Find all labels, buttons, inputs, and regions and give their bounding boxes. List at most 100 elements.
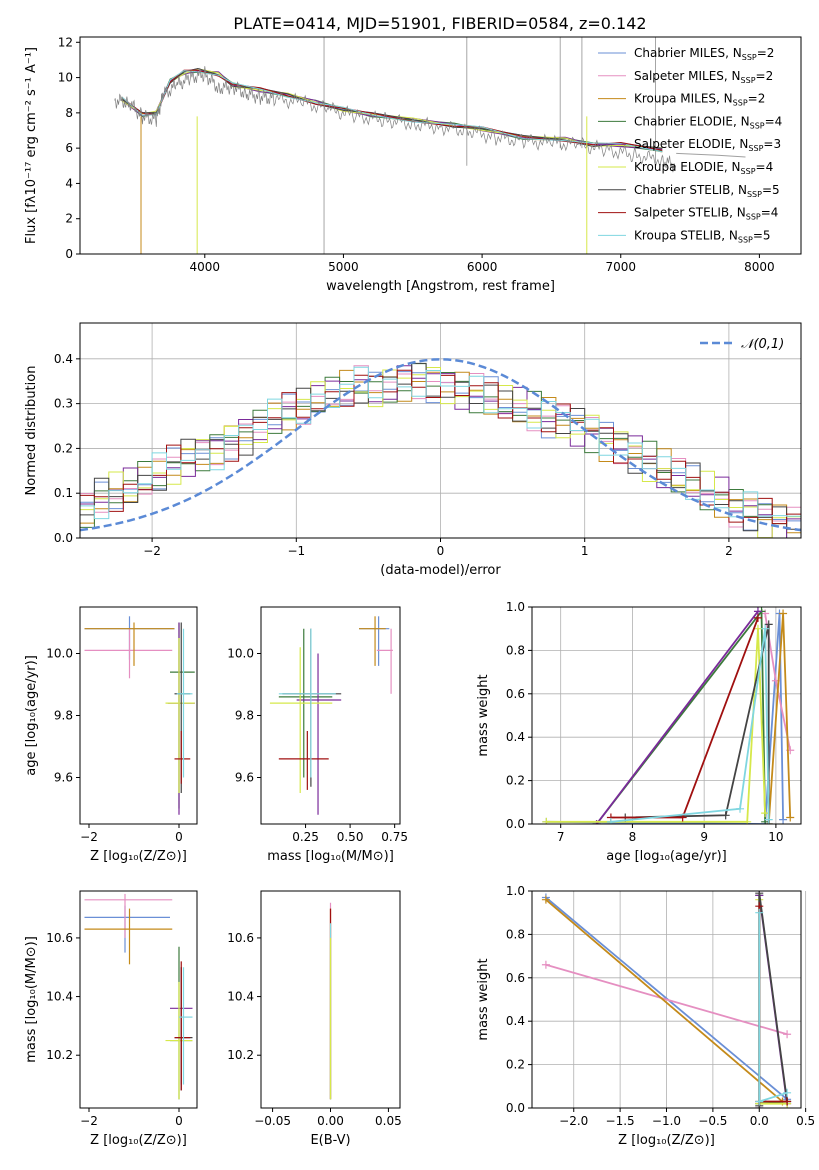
legend-entry-label: Salpeter MILES, NSSP=2 bbox=[634, 69, 773, 85]
mass-vs-EBV-axes: −0.05 0.00 0.05 10.2 10.4 10.6 E(B-V) bbox=[227, 931, 401, 1148]
residual-histogram-line bbox=[80, 366, 801, 520]
y-axis-label: Normed distribution bbox=[24, 366, 39, 496]
mass-weight-point bbox=[779, 815, 788, 824]
x-tick-label: 6000 bbox=[467, 260, 498, 274]
y-tick-label: 8 bbox=[65, 106, 73, 120]
y-axis-label: mass weight bbox=[476, 958, 491, 1040]
model-spectrum-line bbox=[121, 71, 663, 152]
x-tick-label: 5000 bbox=[328, 260, 359, 274]
weight-vs-Z-frame bbox=[531, 890, 802, 1109]
mass-weight-line bbox=[545, 899, 783, 1103]
age-vs-mass-frame bbox=[260, 606, 401, 825]
y-tick-label: 10.2 bbox=[46, 1048, 73, 1062]
mass-weight-point bbox=[783, 1097, 792, 1106]
mass-weight-point bbox=[753, 613, 762, 622]
legend-entry-label: Chabrier MILES, NSSP=2 bbox=[634, 46, 774, 62]
legend-entry-label: Kroupa MILES, NSSP=2 bbox=[634, 92, 765, 108]
mass-vs-Z-axes: −2 0 10.2 10.4 10.6 Z [log₁₀(Z/Z⊙)] mass [log₁… bbox=[24, 931, 187, 1148]
x-tick-label: 1 bbox=[581, 544, 589, 558]
y-tick-label: 10.6 bbox=[227, 931, 254, 945]
mass-weight-line bbox=[546, 613, 784, 824]
y-tick-label: 9.8 bbox=[235, 709, 254, 723]
x-tick-label: 0 bbox=[175, 830, 183, 844]
model-spectrum-line bbox=[121, 69, 663, 152]
x-axis-label: wavelength [Angstrom, rest frame] bbox=[326, 279, 555, 294]
mass-weight-point bbox=[764, 620, 773, 629]
residual-legend: 𝒩(0,1) bbox=[700, 337, 784, 352]
y-tick-label: 9.6 bbox=[54, 771, 73, 785]
y-tick-label: 4 bbox=[65, 176, 73, 190]
weight-vs-age-plot bbox=[542, 607, 795, 824]
age-vs-mass-axes: 0.25 0.50 0.75 9.6 9.8 10.0 mass [log₁₀(M/M⊙)] bbox=[227, 647, 408, 865]
mass-weight-point bbox=[783, 1088, 792, 1097]
age-vs-Z-frame bbox=[79, 606, 198, 825]
x-tick-label: 0.25 bbox=[292, 830, 319, 844]
x-axis-label: Z [log₁₀(Z/Z⊙)] bbox=[90, 1133, 187, 1148]
x-tick-label: 7 bbox=[557, 830, 565, 844]
mass-weight-point bbox=[736, 804, 745, 813]
x-axis-label: E(B-V) bbox=[310, 1133, 350, 1148]
y-tick-label: 10 bbox=[58, 71, 73, 85]
mass-vs-Z-plot bbox=[84, 893, 193, 1100]
y-tick-label: 1.0 bbox=[506, 600, 525, 614]
mass-weight-point bbox=[541, 960, 550, 969]
x-tick-label: 0.0 bbox=[750, 1114, 769, 1128]
x-tick-label: 2 bbox=[725, 544, 733, 558]
x-tick-label: −0.05 bbox=[254, 1114, 291, 1128]
mass-vs-Z-frame bbox=[79, 890, 198, 1109]
residual-plot bbox=[80, 358, 801, 538]
y-tick-label: 0.2 bbox=[506, 1058, 525, 1072]
y-axis-label: age [log₁₀(age/yr)] bbox=[24, 655, 39, 776]
mass-weight-line bbox=[545, 896, 788, 1100]
age-vs-Z-plot bbox=[84, 616, 195, 815]
panels: 4000 5000 6000 7000 8000024681012wavelength … bbox=[24, 35, 815, 1148]
y-tick-label: 10.2 bbox=[227, 1048, 254, 1062]
mass-weight-line bbox=[546, 628, 766, 823]
age-vs-Z-axes: −2 0 9.6 9.8 10.0 Z [log₁₀(Z/Z⊙)] age [log₁₀(a… bbox=[24, 647, 187, 865]
residuals-axes: −2 −1 0 1 2 0.0 0.1 0.2 0.3 0.4 (data-model)/error… bbox=[24, 323, 801, 578]
spectrum-plot bbox=[114, 37, 746, 254]
y-tick-label: 0.3 bbox=[54, 397, 73, 411]
weight-vs-Z-plot bbox=[541, 891, 792, 1108]
mass-weight-point bbox=[606, 817, 615, 824]
mass-weight-point bbox=[541, 895, 550, 904]
mass-weight-line bbox=[595, 610, 759, 824]
y-tick-label: 9.6 bbox=[235, 771, 254, 785]
mass-weight-point bbox=[542, 817, 551, 824]
x-tick-label: −2 bbox=[143, 544, 161, 558]
x-tick-label: 0.00 bbox=[317, 1114, 344, 1128]
mass-weight-point bbox=[743, 817, 752, 824]
legend-entry-label: Kroupa STELIB, NSSP=5 bbox=[634, 228, 771, 244]
y-tick-label: 1.0 bbox=[506, 884, 525, 898]
x-axis-label: (data-model)/error bbox=[380, 563, 501, 578]
y-tick-label: 12 bbox=[58, 35, 73, 49]
x-tick-label: −1.5 bbox=[606, 1114, 635, 1128]
y-axis-label: Flux [fλ10⁻¹⁷ erg cm⁻² s⁻¹ A⁻¹] bbox=[24, 47, 39, 244]
model-spectrum-line bbox=[121, 69, 663, 151]
x-tick-label: 0 bbox=[175, 1114, 183, 1128]
mass-weight-point bbox=[786, 813, 795, 822]
y-tick-label: 0.6 bbox=[506, 687, 525, 701]
residual-frame bbox=[79, 322, 802, 539]
mass-weight-point bbox=[755, 1097, 764, 1106]
mass-weight-line bbox=[758, 893, 788, 1106]
mass-weight-point bbox=[755, 908, 764, 917]
x-axis-label: age [log₁₀(age/yr)] bbox=[606, 849, 727, 864]
x-tick-label: −1.0 bbox=[652, 1114, 681, 1128]
y-axis-label: mass weight bbox=[476, 674, 491, 756]
mass-weight-line bbox=[610, 628, 770, 823]
model-spectrum-line bbox=[121, 70, 663, 150]
legend-entry-label: Chabrier STELIB, NSSP=5 bbox=[634, 183, 780, 199]
x-tick-label: −0.5 bbox=[698, 1114, 727, 1128]
data-spectrum-line bbox=[114, 66, 677, 173]
x-axis-label: Z [log₁₀(Z/Z⊙)] bbox=[90, 849, 187, 864]
model-spectrum-line bbox=[121, 70, 663, 153]
x-tick-label: −2 bbox=[80, 1114, 98, 1128]
spectrum-axes: 4000 5000 6000 7000 8000 0 2 4 6 8 10 12 wavelength … bbox=[24, 35, 775, 294]
x-tick-label: 0.05 bbox=[375, 1114, 402, 1128]
mass-weight-point bbox=[753, 624, 762, 633]
y-tick-label: 10.0 bbox=[227, 647, 254, 661]
y-tick-label: 0.2 bbox=[506, 774, 525, 788]
legend-entry-label: Salpeter ELODIE, NSSP=3 bbox=[634, 137, 781, 153]
gaussian-reference-curve bbox=[80, 358, 801, 532]
